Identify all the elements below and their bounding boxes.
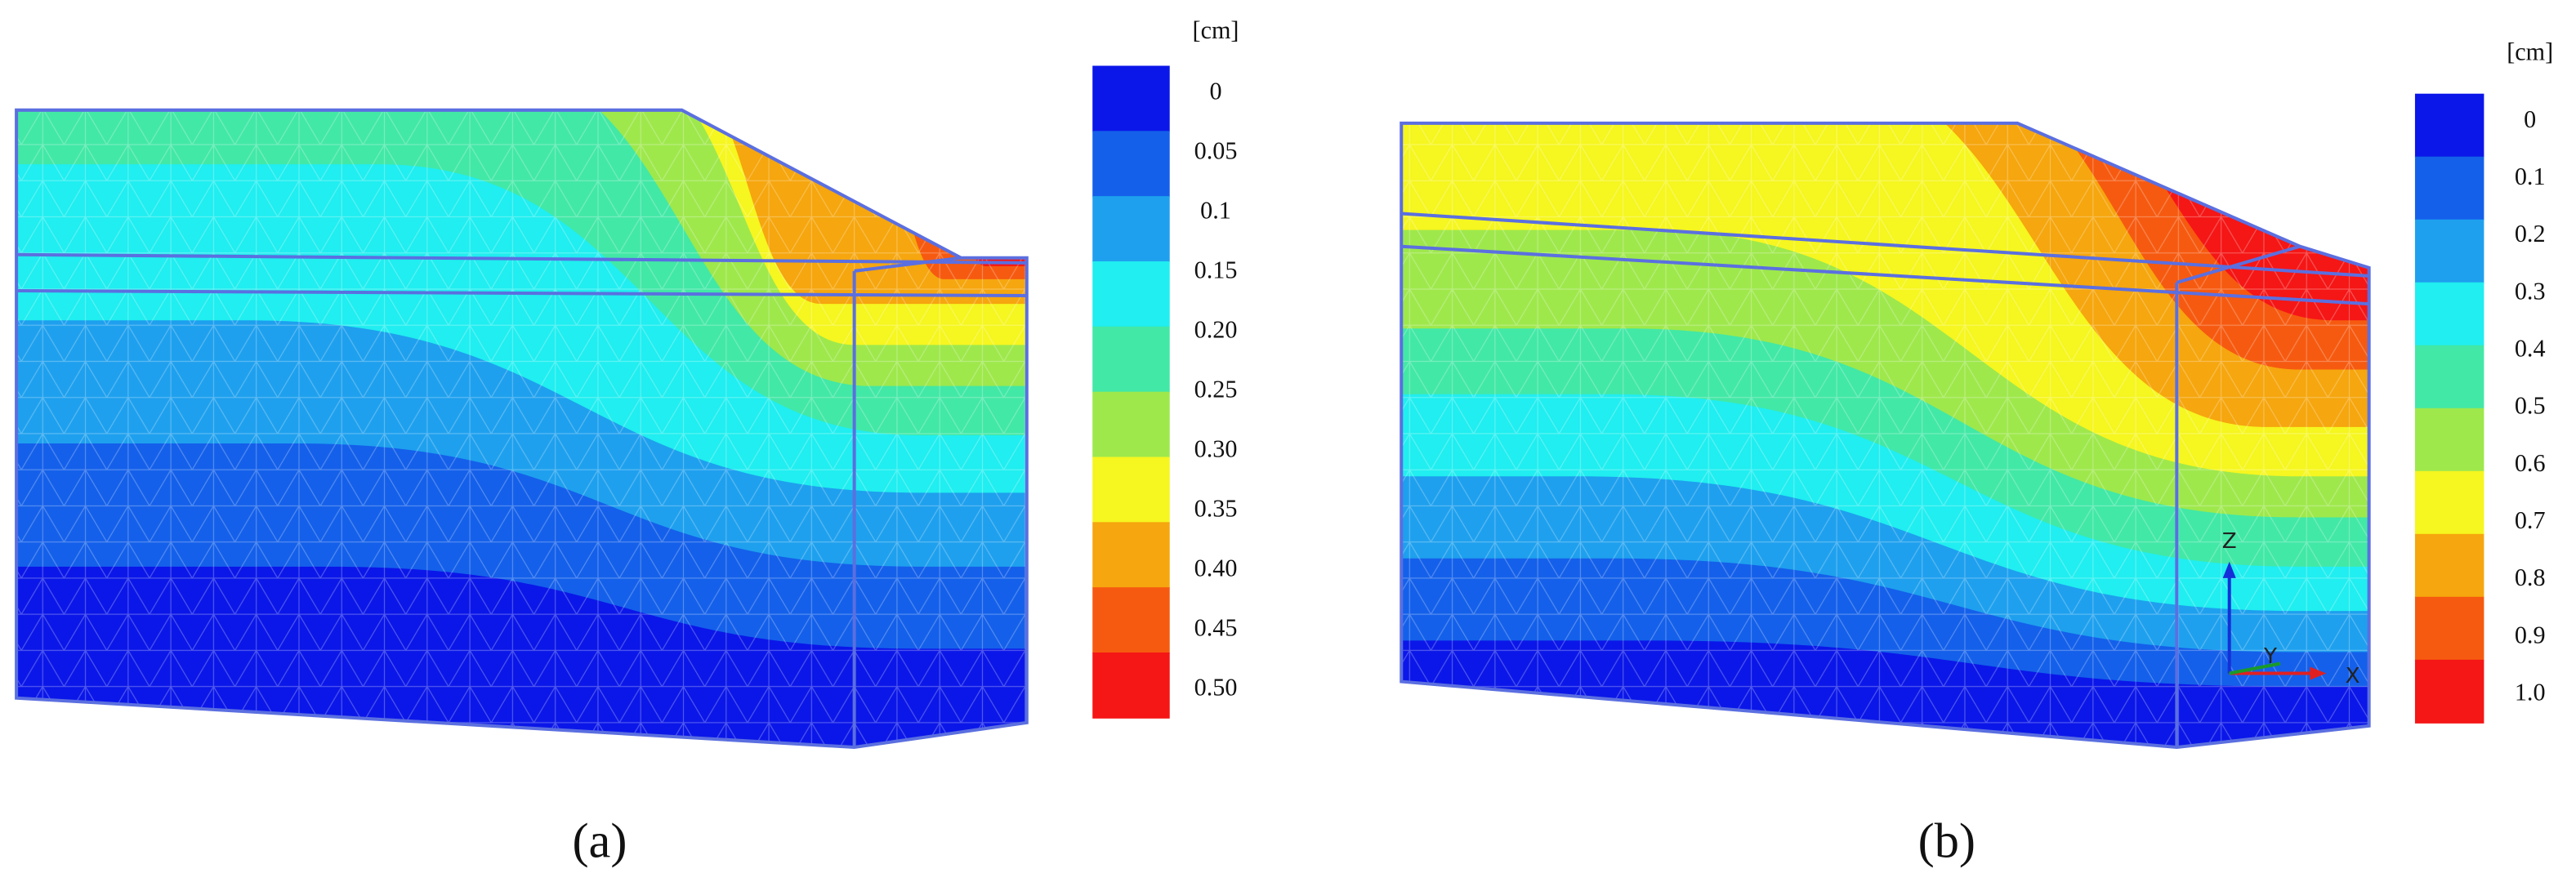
legend-label: 0.8 bbox=[2515, 564, 2546, 591]
legend-label: 0.05 bbox=[1194, 137, 1238, 165]
legend-swatch bbox=[1092, 131, 1170, 198]
legend-swatch bbox=[2414, 470, 2484, 535]
legend-swatch bbox=[1092, 391, 1170, 458]
legend-label: 0 bbox=[1209, 78, 1221, 105]
legend-label: 0.7 bbox=[2515, 506, 2546, 534]
legend-label: 0.5 bbox=[2515, 392, 2546, 420]
model-edge bbox=[854, 256, 962, 273]
legend-swatch bbox=[1092, 196, 1170, 263]
legend-swatch bbox=[2414, 93, 2484, 158]
axis-arrowhead bbox=[2310, 666, 2327, 680]
model-edge bbox=[16, 288, 1027, 298]
legend-swatch bbox=[2414, 345, 2484, 409]
legend-swatch bbox=[2414, 408, 2484, 472]
legend-label: 1.0 bbox=[2515, 679, 2546, 706]
model-edge bbox=[2176, 244, 2301, 284]
legend-unit: [cm] bbox=[1193, 16, 1239, 44]
model-edge bbox=[1401, 244, 2369, 306]
legend-label: 0.40 bbox=[1194, 555, 1238, 582]
legend-label: 0.3 bbox=[2515, 277, 2546, 305]
legend-label: 0.6 bbox=[2515, 449, 2546, 477]
axis-arrow bbox=[2229, 662, 2281, 675]
legend-swatch bbox=[2414, 596, 2484, 661]
legend-label: 0.15 bbox=[1194, 256, 1238, 284]
legend-label: 0.45 bbox=[1194, 614, 1238, 642]
axis-label: Z bbox=[2222, 529, 2237, 554]
axis-label: X bbox=[2346, 664, 2360, 688]
caption: (b) bbox=[1918, 814, 1976, 869]
legend-swatch bbox=[2414, 282, 2484, 346]
legend-swatch bbox=[1092, 587, 1170, 654]
legend-label: 0.25 bbox=[1194, 376, 1238, 403]
axis-arrowhead bbox=[2222, 561, 2236, 578]
legend-swatch bbox=[2414, 533, 2484, 598]
legend-swatch bbox=[1092, 522, 1170, 589]
legend-label: 0.2 bbox=[2515, 220, 2546, 247]
legend-label: 0.30 bbox=[1194, 435, 1238, 463]
model-edge bbox=[16, 252, 1027, 265]
caption: (a) bbox=[572, 814, 627, 869]
legend-label: 0.50 bbox=[1194, 674, 1238, 702]
legend-label: 0.1 bbox=[2515, 163, 2546, 190]
model-edge bbox=[1401, 212, 2369, 278]
legend-unit: [cm] bbox=[2507, 38, 2553, 65]
legend-swatch bbox=[2414, 659, 2484, 724]
model-outline bbox=[1400, 121, 2371, 750]
legend-label: 0.1 bbox=[1200, 197, 1231, 225]
legend-label: 0.9 bbox=[2515, 621, 2546, 648]
legend-swatch bbox=[1092, 326, 1170, 393]
model-outline bbox=[15, 108, 1029, 750]
legend-label: 0.35 bbox=[1194, 495, 1238, 523]
legend-swatch bbox=[1092, 65, 1170, 132]
legend-swatch bbox=[1092, 652, 1170, 719]
legend-swatch bbox=[1092, 261, 1170, 327]
legend-label: 0.4 bbox=[2515, 335, 2546, 363]
axis-label: Y bbox=[2263, 644, 2278, 669]
legend-swatch bbox=[2414, 156, 2484, 220]
legend-label: 0 bbox=[2524, 105, 2536, 133]
legend-swatch bbox=[2414, 219, 2484, 283]
legend-label: 0.20 bbox=[1194, 316, 1238, 344]
legend-swatch bbox=[1092, 457, 1170, 523]
